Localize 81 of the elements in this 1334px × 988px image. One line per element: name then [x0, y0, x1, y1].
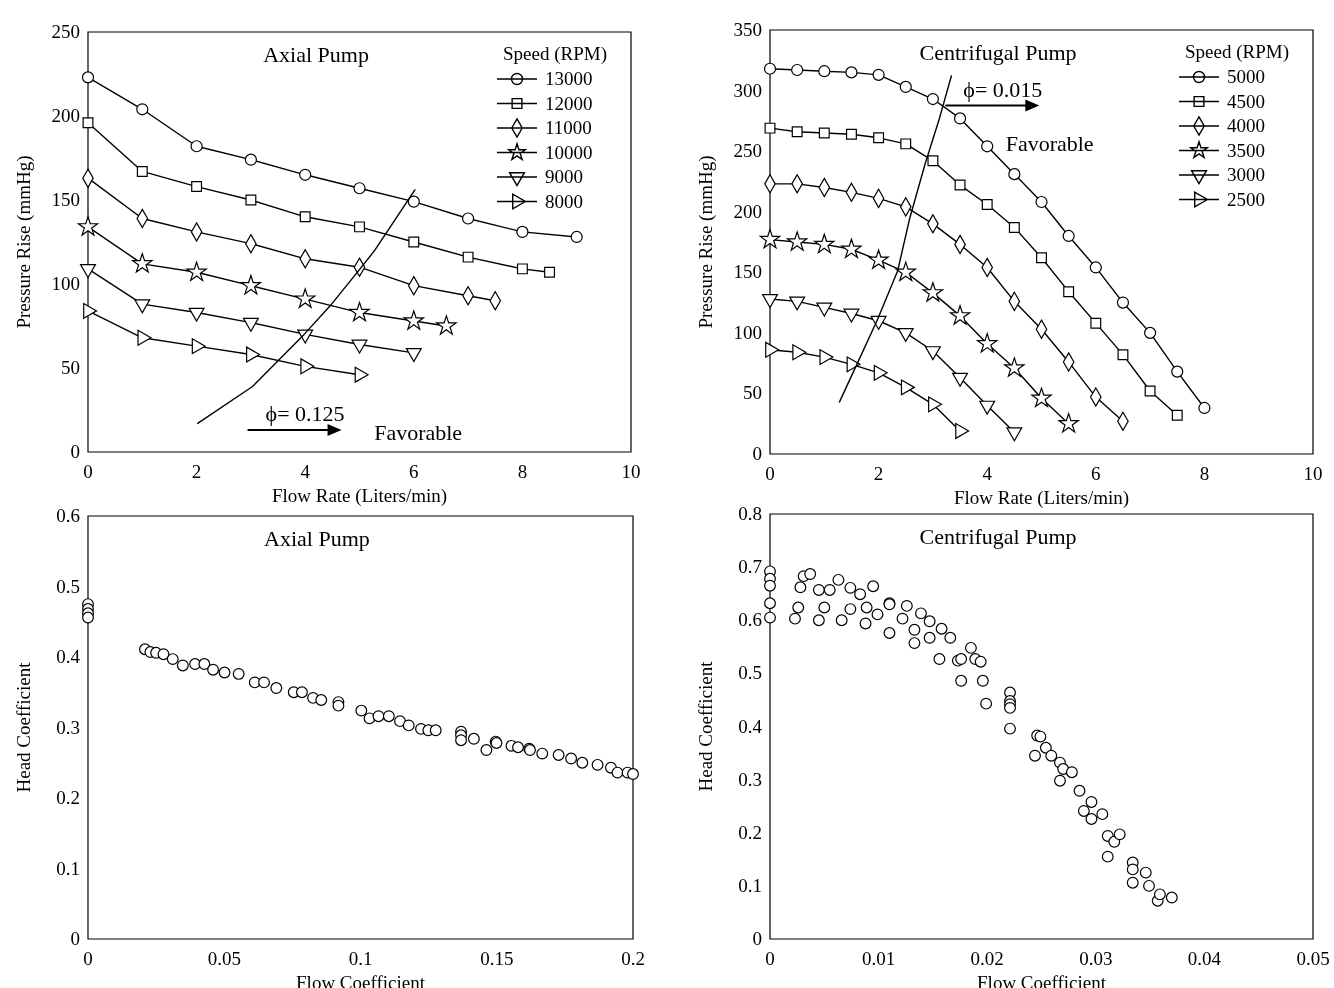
y-tick-label: 250	[51, 21, 80, 42]
y-tick-label: 0	[752, 928, 762, 949]
x-tick-label: 2	[191, 461, 202, 482]
legend-label: 4000	[1227, 115, 1265, 136]
y-tick-label: 0.5	[56, 575, 80, 597]
y-tick-label: 50	[61, 357, 80, 378]
y-tick-label: 0.5	[738, 662, 762, 684]
x-tick-label: 6	[409, 461, 419, 482]
legend-label: 13000	[545, 68, 593, 89]
x-tick-label: 6	[1091, 463, 1101, 484]
legend-title: Speed (RPM)	[503, 43, 607, 65]
y-tick-label: 0.3	[738, 768, 762, 790]
y-tick-label: 150	[733, 261, 762, 283]
y-tick-label: 350	[733, 19, 762, 40]
x-tick-label: 0.1	[348, 948, 373, 969]
legend-title: Speed (RPM)	[1185, 41, 1289, 63]
x-tick-label: 0	[83, 948, 93, 969]
x-tick-label: 0	[765, 463, 775, 484]
y-tick-label: 0.6	[738, 609, 762, 631]
x-tick-label: 0.01	[861, 948, 896, 969]
x-tick-label: 0.02	[970, 948, 1004, 969]
y-axis-title: Head Coefficient	[13, 661, 34, 793]
y-tick-label: 0.1	[56, 857, 80, 879]
legend-label: 5000	[1227, 66, 1265, 87]
y-tick-label: 0	[752, 443, 762, 464]
y-tick-label: 100	[733, 321, 762, 343]
y-axis-title: Pressure Rise (mmHg)	[695, 155, 717, 329]
x-tick-label: 0.15	[480, 948, 514, 969]
x-tick-label: 0.05	[207, 948, 241, 969]
legend-label: 12000	[545, 92, 593, 114]
legend-label: 8000	[545, 190, 583, 212]
x-tick-label: 0.03	[1079, 948, 1113, 969]
x-tick-label: 0	[765, 948, 775, 969]
legend-label: 4500	[1227, 90, 1265, 112]
y-tick-label: 0.8	[738, 503, 762, 524]
x-tick-label: 4	[300, 461, 311, 482]
legend-label: 2500	[1227, 188, 1265, 210]
y-tick-label: 0.2	[738, 821, 762, 843]
text: Centrifugal Pump	[919, 524, 1077, 549]
text: Axial Pump	[264, 526, 370, 551]
text: Centrifugal Pump	[919, 40, 1077, 65]
y-tick-label: 0	[70, 441, 80, 462]
x-tick-label: 4	[982, 463, 993, 484]
y-tick-label: 0.3	[56, 716, 80, 738]
y-axis-title: Pressure Rise (mmHg)	[13, 155, 35, 329]
text: Axial Pump	[263, 42, 369, 67]
x-tick-label: 0.04	[1187, 948, 1222, 969]
y-tick-label: 0.2	[56, 787, 80, 808]
y-tick-label: 0	[70, 928, 80, 949]
x-tick-label: 10	[621, 461, 641, 482]
y-tick-label: 200	[733, 200, 762, 222]
legend-label: 9000	[545, 166, 583, 187]
y-tick-label: 0.1	[738, 874, 762, 896]
annotation: ϕ= 0.125	[265, 400, 345, 426]
x-tick-label: 10	[1303, 463, 1323, 484]
x-tick-label: 0	[83, 461, 93, 482]
x-axis-title: Flow Rate (Liters/min)	[271, 485, 448, 507]
annotation: Favorable	[374, 419, 463, 445]
y-tick-label: 50	[743, 382, 762, 404]
y-tick-label: 250	[733, 140, 762, 162]
y-tick-label: 150	[51, 189, 80, 210]
y-tick-label: 100	[51, 273, 80, 294]
annotation: ϕ= 0.015	[963, 76, 1043, 102]
x-axis-title: Flow Rate (Liters/min)	[953, 487, 1130, 509]
x-tick-label: 2	[873, 463, 884, 484]
legend-label: 10000	[545, 141, 593, 163]
x-tick-label: 8	[517, 461, 528, 482]
legend-label: 3000	[1227, 164, 1265, 185]
y-tick-label: 200	[51, 105, 80, 126]
x-tick-label: 0.2	[621, 948, 645, 969]
y-tick-label: 0.7	[738, 556, 762, 578]
y-tick-label: 0.4	[56, 646, 81, 667]
y-tick-label: 300	[733, 79, 762, 101]
x-tick-label: 8	[1199, 463, 1210, 484]
annotation: Favorable	[1005, 131, 1094, 157]
x-tick-label: 0.05	[1296, 948, 1330, 969]
y-axis-title: Head Coefficient	[695, 660, 716, 792]
legend-label: 11000	[545, 117, 592, 138]
y-tick-label: 0.4	[738, 715, 763, 737]
legend-label: 3500	[1227, 139, 1265, 161]
y-tick-label: 0.6	[56, 505, 80, 526]
